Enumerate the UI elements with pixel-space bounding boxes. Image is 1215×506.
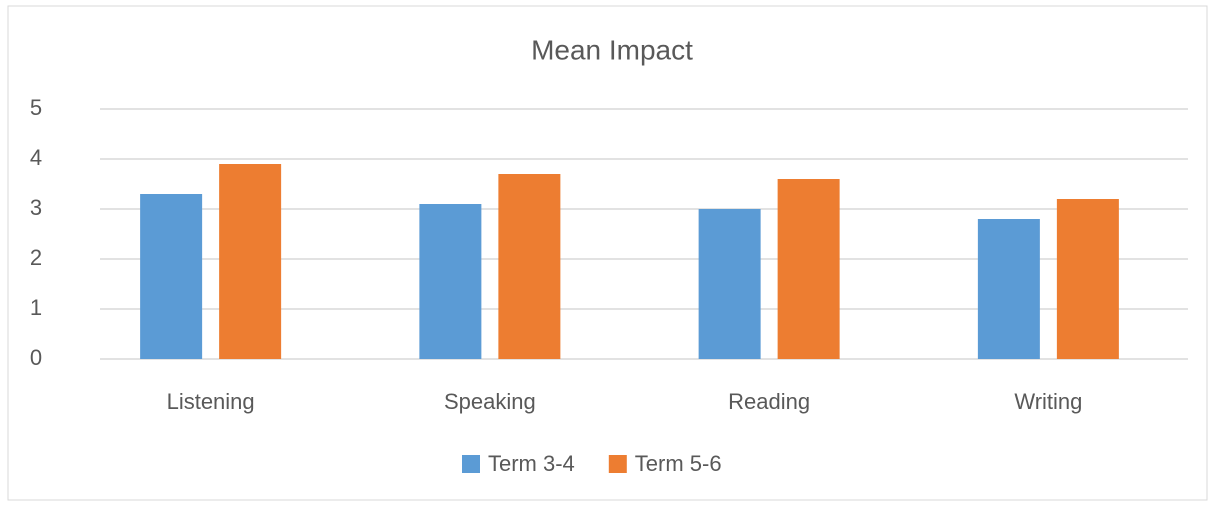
bar — [140, 194, 203, 359]
legend-label: Term 5-6 — [635, 451, 722, 476]
bar — [698, 209, 761, 359]
y-tick-label: 3 — [30, 195, 42, 220]
y-tick-label: 2 — [30, 245, 42, 270]
y-tick-label: 5 — [30, 95, 42, 120]
y-tick-label: 4 — [30, 145, 42, 170]
x-tick-label: Listening — [167, 389, 255, 414]
y-tick-label: 0 — [30, 345, 42, 370]
bar — [498, 174, 561, 359]
bar — [419, 204, 482, 359]
legend-swatch — [462, 455, 480, 473]
y-tick-label: 1 — [30, 295, 42, 320]
chart-title: Mean Impact — [531, 34, 693, 65]
legend-label: Term 3-4 — [488, 451, 575, 476]
x-tick-label: Reading — [728, 389, 810, 414]
x-tick-label: Writing — [1014, 389, 1082, 414]
bar — [219, 164, 282, 359]
bar — [777, 179, 840, 359]
legend-swatch — [608, 455, 627, 473]
bar — [1056, 199, 1119, 359]
bar — [977, 219, 1040, 359]
x-tick-label: Speaking — [444, 389, 536, 414]
